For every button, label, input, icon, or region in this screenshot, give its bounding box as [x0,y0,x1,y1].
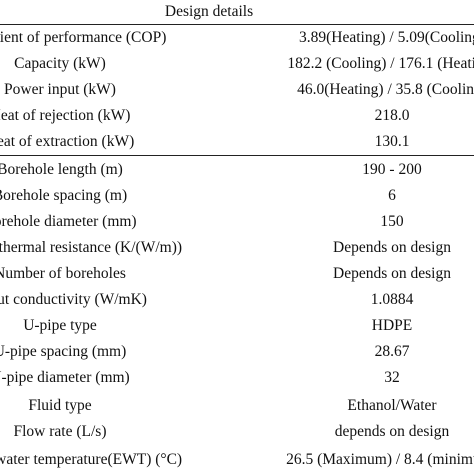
table-row: U-pipe type HDPE [0,314,474,338]
row-parameter: U-pipe type [23,317,97,334]
table-row: Coefficient of performance (COP) 3.89(He… [0,26,474,50]
table-row: Heat of rejection (kW) 218.0 [0,104,474,128]
row-value: 26.5 (Maximum) / 8.4 (minimum) [286,451,474,468]
row-parameter: Borehole thermal resistance (K/(W/m)) [0,239,183,256]
table-row: Flow rate (L/s) depends on design [0,420,474,444]
row-value: 150 [380,213,404,230]
table-row: Grout conductivity (W/mK) 1.0884 [0,288,474,312]
row-value: 6 [388,187,396,204]
header-rule [0,24,474,25]
section-rule [0,155,474,156]
row-value: 28.67 [374,343,410,360]
row-value: Depends on design [333,265,451,282]
table-row: Heat of extraction (kW) 130.1 [0,130,474,154]
row-parameter: Borehole length (m) [0,161,123,178]
row-value: 130.1 [374,133,410,150]
row-parameter: U-pipe diameter (mm) [0,369,130,386]
row-parameter: Entering water temperature(EWT) (°C) [0,451,183,468]
row-parameter: Flow rate (L/s) [13,423,107,440]
row-value: Depends on design [333,239,451,256]
row-parameter: Power input (kW) [4,81,116,98]
row-value: 46.0(Heating) / 35.8 (Cooling) [297,81,474,98]
row-parameter: Grout conductivity (W/mK) [0,291,147,308]
table-row: Entering water temperature(EWT) (°C) 26.… [0,448,474,472]
row-parameter: Capacity (kW) [14,55,106,72]
row-parameter: Fluid type [28,397,92,414]
row-parameter: U-pipe spacing (mm) [0,343,127,360]
row-value: 1.0884 [370,291,414,308]
row-value: HDPE [371,317,413,334]
table-row: Borehole thermal resistance (K/(W/m)) De… [0,236,474,260]
row-parameter: Coefficient of performance (COP) [0,29,167,46]
table-row: Borehole length (m) 190 - 200 [0,158,474,182]
row-value: 218.0 [374,107,410,124]
row-value: 182.2 (Cooling) / 176.1 (Heating) [287,55,474,72]
row-value: 32 [384,369,400,386]
row-parameter: Number of boreholes [0,265,126,282]
row-parameter: Heat of rejection (kW) [0,107,131,124]
row-value: 190 - 200 [362,161,422,178]
row-parameter: Heat of extraction (kW) [0,133,135,150]
table-row: U-pipe diameter (mm) 32 [0,366,474,390]
table-row: Borehole diameter (mm) 150 [0,210,474,234]
table-row: Number of boreholes Depends on design [0,262,474,286]
table-row: Fluid type Ethanol/Water [0,394,474,418]
table-header: Design details [164,3,254,20]
row-parameter: Borehole spacing (m) [0,187,128,204]
row-value: Ethanol/Water [347,397,437,414]
row-value: depends on design [334,423,450,440]
table-row: Borehole spacing (m) 6 [0,184,474,208]
row-parameter: Borehole diameter (mm) [0,213,137,230]
table-row: Power input (kW) 46.0(Heating) / 35.8 (C… [0,78,474,102]
table-row: Capacity (kW) 182.2 (Cooling) / 176.1 (H… [0,52,474,76]
row-value: 3.89(Heating) / 5.09(Cooling) [299,29,474,46]
table-row: U-pipe spacing (mm) 28.67 [0,340,474,364]
